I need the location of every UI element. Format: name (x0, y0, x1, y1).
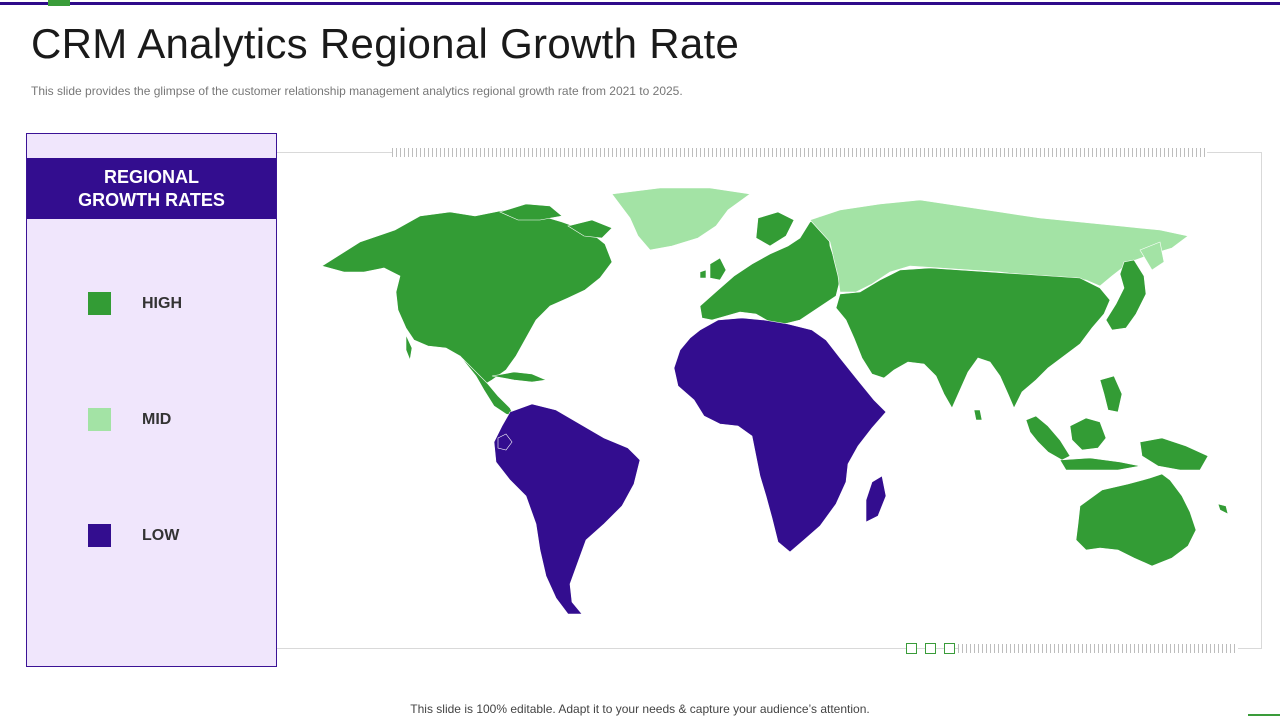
nav-square-3 (944, 643, 955, 654)
legend-swatch-low (88, 524, 111, 547)
footer-note: This slide is 100% editable. Adapt it to… (410, 702, 870, 716)
legend-heading-line1: REGIONAL (103, 166, 199, 187)
legend-heading: REGIONAL GROWTH RATES (27, 158, 276, 219)
corner-mark (1248, 714, 1280, 716)
legend-swatch-high (88, 292, 111, 315)
region-greenland (611, 187, 751, 251)
region-oceania (1075, 473, 1229, 567)
legend-panel: REGIONAL GROWTH RATES HIGH MID LOW (26, 133, 277, 667)
nav-square-1 (906, 643, 917, 654)
region-north-america (321, 203, 613, 417)
decorative-ticks-top (392, 148, 1207, 157)
legend-item-mid: MID (88, 408, 171, 431)
nav-square-2 (925, 643, 936, 654)
slide-title: CRM Analytics Regional Growth Rate (31, 20, 740, 67)
legend-swatch-mid (88, 408, 111, 431)
region-russia (809, 199, 1189, 293)
top-accent-bar (48, 0, 70, 6)
region-south-america (493, 403, 641, 615)
legend-item-high: HIGH (88, 292, 182, 315)
legend-label-mid: MID (142, 410, 172, 428)
legend-item-low: LOW (88, 524, 179, 547)
slide-subtitle: This slide provides the glimpse of the c… (31, 84, 683, 98)
legend-label-high: HIGH (142, 294, 182, 312)
decorative-ticks-bottom (958, 644, 1238, 653)
region-africa (673, 317, 887, 553)
region-europe (699, 211, 841, 325)
top-rule (0, 2, 1280, 5)
world-map (321, 187, 1229, 615)
legend-label-low: LOW (142, 526, 180, 544)
region-asia (835, 259, 1209, 471)
legend-heading-line2: GROWTH RATES (78, 189, 225, 210)
